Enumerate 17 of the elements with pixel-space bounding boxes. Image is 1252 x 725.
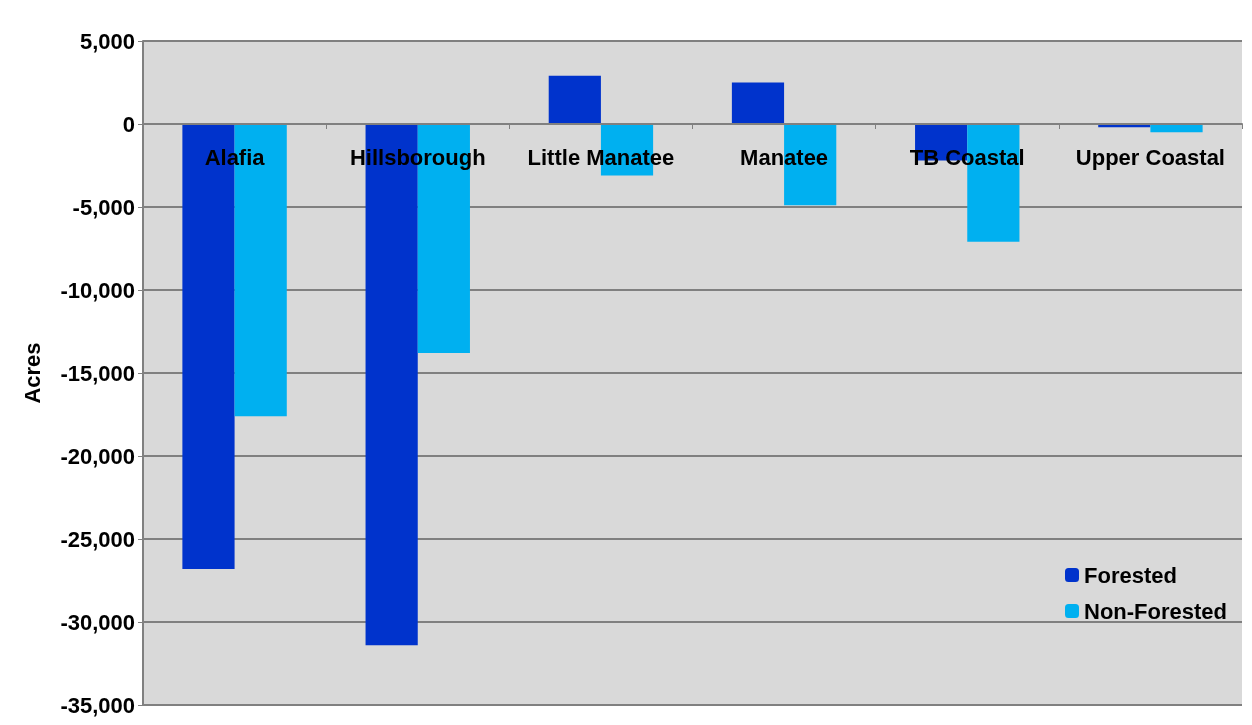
legend-label: Forested bbox=[1084, 562, 1177, 588]
y-tick-label: -10,000 bbox=[60, 277, 135, 303]
legend-label: Non-Forested bbox=[1084, 598, 1227, 624]
x-tick-label: Alafia bbox=[204, 144, 266, 170]
y-axis-title: Acres bbox=[19, 342, 45, 404]
x-tick-label: Upper Coastal bbox=[1075, 144, 1225, 170]
y-tick-label: -15,000 bbox=[60, 360, 135, 386]
y-tick-label: -5,000 bbox=[72, 194, 135, 220]
bar bbox=[548, 75, 601, 124]
y-tick-label: -35,000 bbox=[60, 692, 135, 718]
x-tick-label: Hillsborough bbox=[349, 144, 486, 170]
y-tick-label: 5,000 bbox=[79, 28, 135, 54]
y-tick-label: -30,000 bbox=[60, 609, 135, 635]
y-tick-label: -25,000 bbox=[60, 526, 135, 552]
y-tick-label: -20,000 bbox=[60, 443, 135, 469]
bar bbox=[731, 82, 785, 124]
y-tick-label: 0 bbox=[122, 111, 135, 137]
